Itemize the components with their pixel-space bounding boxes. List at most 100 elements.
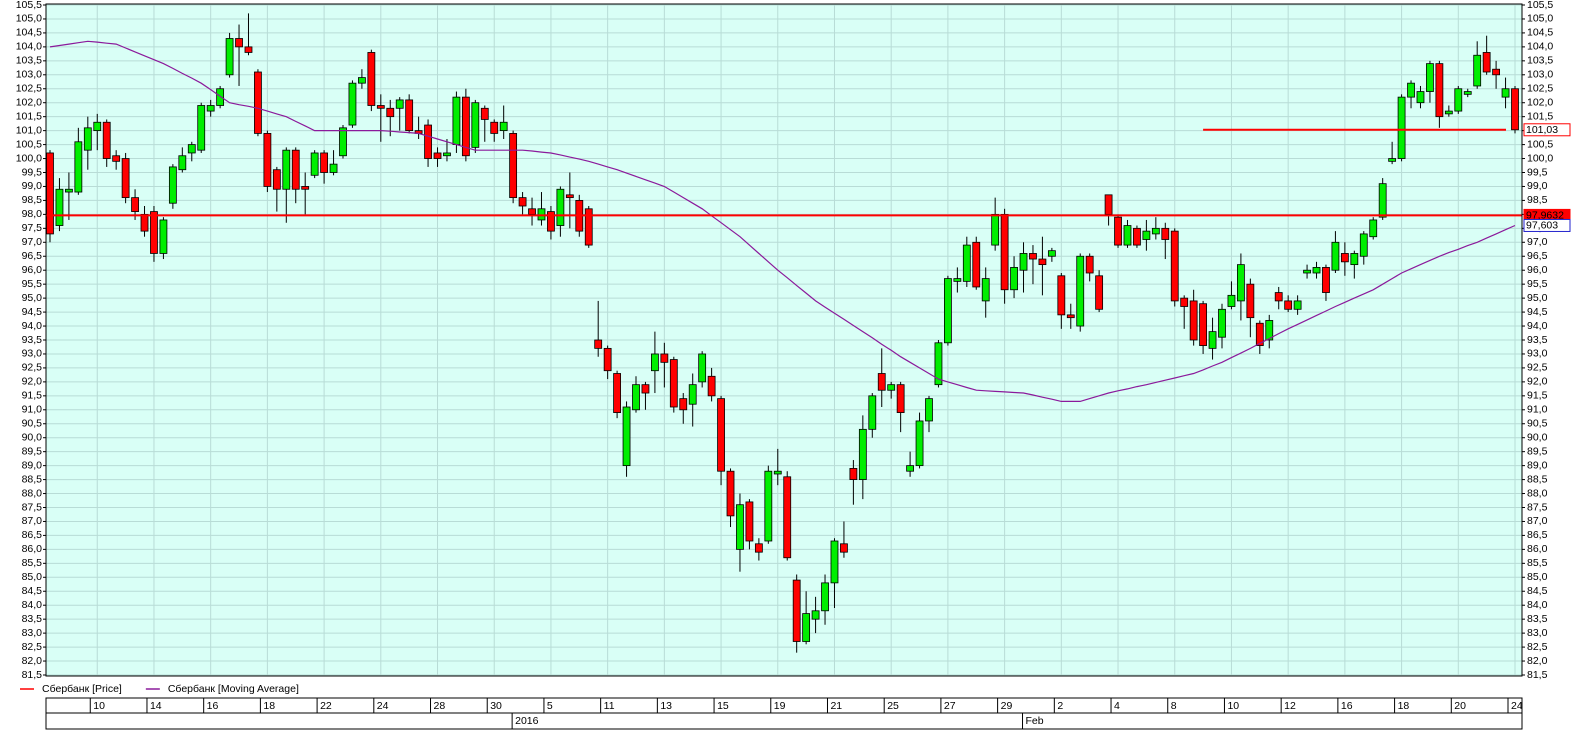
y2-tick-label: 86,5 xyxy=(1527,529,1548,541)
candle-body xyxy=(972,241,981,288)
candle-body xyxy=(244,46,253,53)
y-tick-label: 87,5 xyxy=(22,501,43,513)
x-tick-label: 2 xyxy=(1057,700,1063,712)
y2-tick-label: 96,0 xyxy=(1527,264,1548,276)
y-tick-label: 102,5 xyxy=(16,83,42,95)
y2-tick-label: 82,5 xyxy=(1527,641,1548,653)
candle-body xyxy=(65,188,73,193)
y2-tick-label: 100,0 xyxy=(1527,152,1553,164)
candle-body xyxy=(1312,267,1321,274)
y2-tick-label: 82,0 xyxy=(1527,655,1548,667)
candle-body xyxy=(471,102,480,148)
y-tick-label: 101,5 xyxy=(16,110,42,122)
candle-body xyxy=(1085,255,1094,274)
y2-tick-label: 102,0 xyxy=(1527,96,1553,108)
candle-body xyxy=(565,194,574,199)
y-tick-label: 105,0 xyxy=(16,13,42,25)
candle-body xyxy=(46,152,54,235)
y2-tick-label: 91,5 xyxy=(1527,390,1548,402)
candle-body xyxy=(1076,255,1085,327)
candle-body xyxy=(1246,283,1255,319)
candle-body xyxy=(547,211,555,232)
y-tick-label: 93,0 xyxy=(22,348,43,360)
candle-body xyxy=(509,133,518,199)
y-tick-label: 91,0 xyxy=(22,404,43,416)
y2-tick-label: 90,0 xyxy=(1527,431,1548,443)
candle-body xyxy=(1426,63,1434,92)
x-tick-label: 4 xyxy=(1114,700,1120,712)
y-tick-label: 104,0 xyxy=(16,41,42,53)
y-tick-label: 84,5 xyxy=(22,585,43,597)
y-tick-label: 95,5 xyxy=(22,278,43,290)
candle-body xyxy=(367,52,376,106)
candle-body xyxy=(1237,264,1245,302)
x-tick-label: 19 xyxy=(774,700,786,712)
x-tick-label: 24 xyxy=(1511,700,1523,712)
y-tick-label: 82,0 xyxy=(22,655,43,667)
candle-body xyxy=(1501,88,1510,98)
candle-body xyxy=(1151,227,1160,235)
y-tick-label: 97,5 xyxy=(22,222,43,234)
candle-body xyxy=(1454,88,1463,112)
y2-tick-label: 90,5 xyxy=(1527,418,1548,430)
candle-body xyxy=(93,121,102,132)
y-tick-label: 86,5 xyxy=(22,529,43,541)
candle-body xyxy=(433,152,442,159)
candle-body xyxy=(660,353,669,363)
y2-tick-label: 96,5 xyxy=(1527,250,1548,262)
candle-body xyxy=(858,428,867,480)
y-tick-label: 105,5 xyxy=(16,0,42,11)
period-label: 2016 xyxy=(515,715,539,727)
candle-body xyxy=(707,375,716,397)
y-tick-label: 103,0 xyxy=(16,69,42,81)
candle-body xyxy=(358,77,366,84)
candle-body xyxy=(291,149,300,190)
candle-body xyxy=(1218,308,1226,338)
level-box xyxy=(1523,123,1571,137)
candle-body xyxy=(1369,219,1378,238)
x-tick-label: 13 xyxy=(660,700,672,712)
candle-body xyxy=(197,105,206,151)
y-tick-label: 91,5 xyxy=(22,390,43,402)
candle-body xyxy=(1057,275,1066,316)
candle-body xyxy=(1331,241,1340,271)
candle-body xyxy=(792,579,801,642)
y2-tick-label: 87,0 xyxy=(1527,515,1548,527)
y2-tick-label: 105,0 xyxy=(1527,13,1553,25)
y-tick-label: 94,5 xyxy=(22,306,43,318)
x-tick-label: 8 xyxy=(1171,700,1177,712)
candle-body xyxy=(1095,275,1104,310)
candle-body xyxy=(395,99,404,109)
candle-body xyxy=(310,152,319,176)
candle-body xyxy=(603,347,612,372)
candle-body xyxy=(1227,294,1236,307)
y-tick-label: 88,0 xyxy=(22,487,43,499)
x-tick-label: 11 xyxy=(604,700,615,712)
y-tick-label: 89,0 xyxy=(22,459,43,471)
y2-tick-label: 95,0 xyxy=(1527,292,1548,304)
y-tick-label: 93,5 xyxy=(22,334,43,346)
candle-body xyxy=(896,384,905,413)
candle-body xyxy=(906,465,914,472)
candle-body xyxy=(1114,216,1122,246)
candle-body xyxy=(594,339,603,349)
candle-body xyxy=(443,152,451,157)
y2-tick-label: 101,5 xyxy=(1527,110,1553,122)
y2-tick-label: 100,5 xyxy=(1527,138,1553,150)
y2-tick-label: 94,5 xyxy=(1527,306,1548,318)
y2-tick-label: 85,5 xyxy=(1527,557,1548,569)
y-tick-label: 96,5 xyxy=(22,250,43,262)
y-tick-label: 92,5 xyxy=(22,362,43,374)
candle-body xyxy=(1104,194,1113,215)
x-tick-label: 5 xyxy=(547,700,553,712)
candle-body xyxy=(1142,230,1151,240)
candle-body xyxy=(386,107,395,118)
x-tick-label: 28 xyxy=(434,700,446,712)
y2-tick-label: 93,0 xyxy=(1527,348,1548,360)
y2-tick-label: 104,0 xyxy=(1527,41,1553,53)
candle-body xyxy=(490,121,499,134)
y-tick-label: 86,0 xyxy=(22,543,43,555)
candle-body xyxy=(1123,225,1132,246)
y2-tick-label: 89,5 xyxy=(1527,445,1548,457)
